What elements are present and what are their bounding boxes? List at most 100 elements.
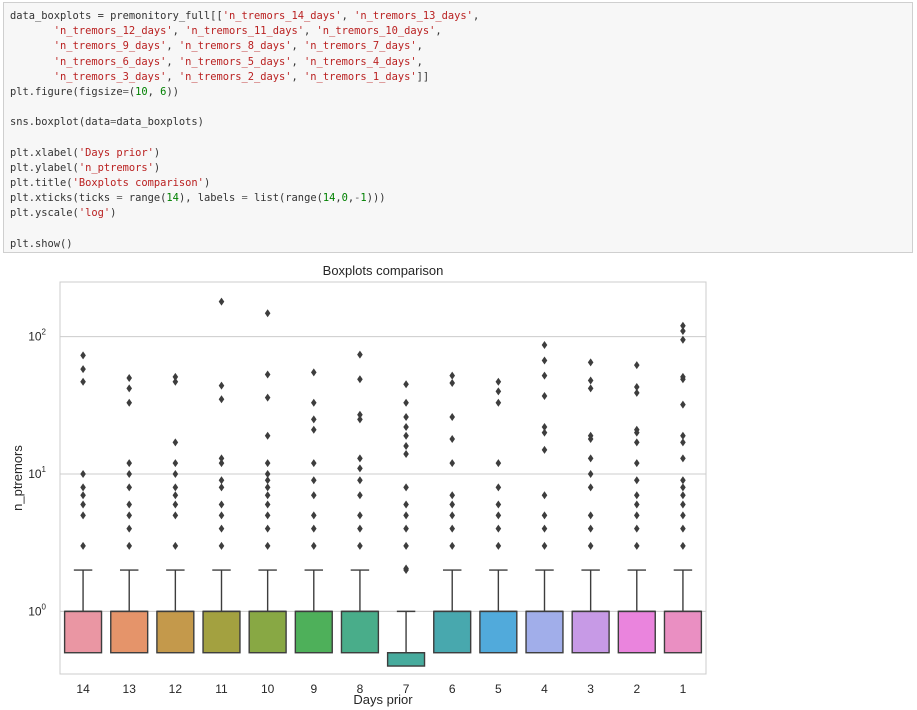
outlier-point: [218, 476, 225, 485]
box-body: [433, 610, 472, 654]
outlier-point: [587, 358, 594, 367]
code-line: [10, 222, 479, 237]
x-tick-label: 1: [680, 682, 687, 696]
code-lines: data_boxplots = premonitory_full[['n_tre…: [10, 9, 479, 252]
code-token: 6: [160, 85, 167, 98]
outlier-point: [587, 454, 594, 463]
outlier-point: [357, 410, 363, 419]
code-token: [10, 56, 54, 68]
box-14: [63, 569, 103, 654]
code-token: 'n_tremors_6_days': [53, 55, 167, 68]
code-token: ,: [304, 25, 317, 38]
outlier-point: [218, 454, 225, 463]
y-tick-label: 102: [28, 328, 46, 344]
outlier-point: [541, 524, 548, 533]
box-body: [110, 610, 149, 654]
outlier-point: [680, 511, 686, 520]
code-token: 'n_tremors_2_days': [178, 70, 292, 83]
code-token: ))): [366, 192, 386, 205]
code-token: =: [241, 192, 248, 205]
code-line: [10, 100, 479, 115]
outlier-point: [587, 431, 594, 440]
outlier-point: [310, 524, 317, 533]
outlier-point: [80, 511, 86, 520]
code-line: [10, 131, 479, 146]
outlier-point: [80, 470, 86, 479]
outlier-point: [633, 511, 640, 520]
outlier-point: [218, 500, 225, 509]
box-body: [63, 610, 103, 654]
x-tick-label: 9: [310, 682, 317, 696]
code-token: 'n_tremors_9_days': [53, 40, 167, 53]
outlier-point: [633, 438, 640, 447]
outlier-point: [680, 483, 686, 492]
outlier-point: [218, 297, 225, 306]
outlier-point: [264, 393, 271, 402]
code-token: =: [116, 192, 123, 205]
outlier-point: [541, 541, 548, 550]
outlier-point: [172, 500, 179, 509]
outlier-point: [541, 491, 548, 500]
y-tick-base: 10: [28, 604, 42, 618]
outlier-point: [680, 400, 686, 409]
outlier-point: [172, 491, 179, 500]
outlier-point: [264, 431, 271, 440]
outlier-point: [172, 377, 179, 386]
outlier-point: [264, 459, 271, 468]
code-token: ,: [291, 40, 305, 53]
code-token: -: [354, 192, 361, 205]
y-tick-exponent: 0: [42, 602, 47, 611]
x-tick-label: 6: [449, 682, 456, 696]
code-token: 'Boxplots comparison': [72, 177, 204, 190]
outlier-point: [357, 511, 363, 520]
code-token: 'n_tremors_4_days': [304, 55, 417, 68]
outlier-point: [680, 541, 686, 550]
outlier-point: [172, 541, 179, 550]
outlier-point: [310, 425, 317, 434]
outlier-point: [680, 438, 686, 447]
outlier-point: [357, 541, 363, 550]
x-tick-label: 3: [587, 682, 594, 696]
outlier-point: [633, 500, 640, 509]
outlier-point: [495, 398, 502, 407]
outlier-point: [126, 384, 133, 393]
code-token: ), labels: [178, 192, 242, 205]
code-token: ): [110, 207, 117, 220]
outlier-point: [633, 476, 640, 485]
outlier-point: [587, 524, 594, 533]
outlier-point: [264, 541, 271, 550]
outlier-point: [218, 511, 225, 520]
plot-area-frame: [59, 281, 707, 675]
box-body: [294, 610, 333, 654]
box-3: [571, 569, 610, 654]
code-token: 'n_tremors_14_days': [222, 10, 342, 22]
outlier-point: [218, 459, 225, 468]
code-token: ): [203, 177, 211, 190]
outlier-point: [495, 541, 502, 550]
outlier-point: [680, 326, 686, 335]
code-token: [10, 25, 54, 37]
code-token: ,: [166, 70, 179, 83]
box-1: [663, 569, 703, 654]
code-token: 'n_tremors_10_days': [316, 25, 436, 38]
code-token: 'n_tremors_11_days': [185, 25, 305, 38]
code-token: ,: [291, 70, 305, 83]
code-cell[interactable]: data_boxplots = premonitory_full[['n_tre…: [3, 2, 913, 253]
x-tick-label: 4: [541, 682, 548, 696]
outlier-point: [449, 524, 456, 533]
outlier-point: [357, 524, 363, 533]
code-line: sns.boxplot(data=data_boxplots): [10, 115, 479, 130]
code-token: )): [166, 85, 179, 98]
outlier-point: [633, 459, 640, 468]
box-11: [202, 569, 241, 654]
outlier-point: [403, 380, 409, 389]
code-token: 'n_tremors_1_days': [304, 70, 417, 83]
outlier-point: [633, 361, 640, 370]
outlier-point: [310, 398, 317, 407]
outlier-point: [126, 398, 133, 407]
box-4: [525, 569, 564, 654]
code-token: plt.xticks(ticks: [10, 192, 117, 205]
y-tick-exponent: 1: [42, 465, 47, 474]
outlier-point: [80, 500, 86, 509]
outlier-point: [633, 383, 640, 392]
